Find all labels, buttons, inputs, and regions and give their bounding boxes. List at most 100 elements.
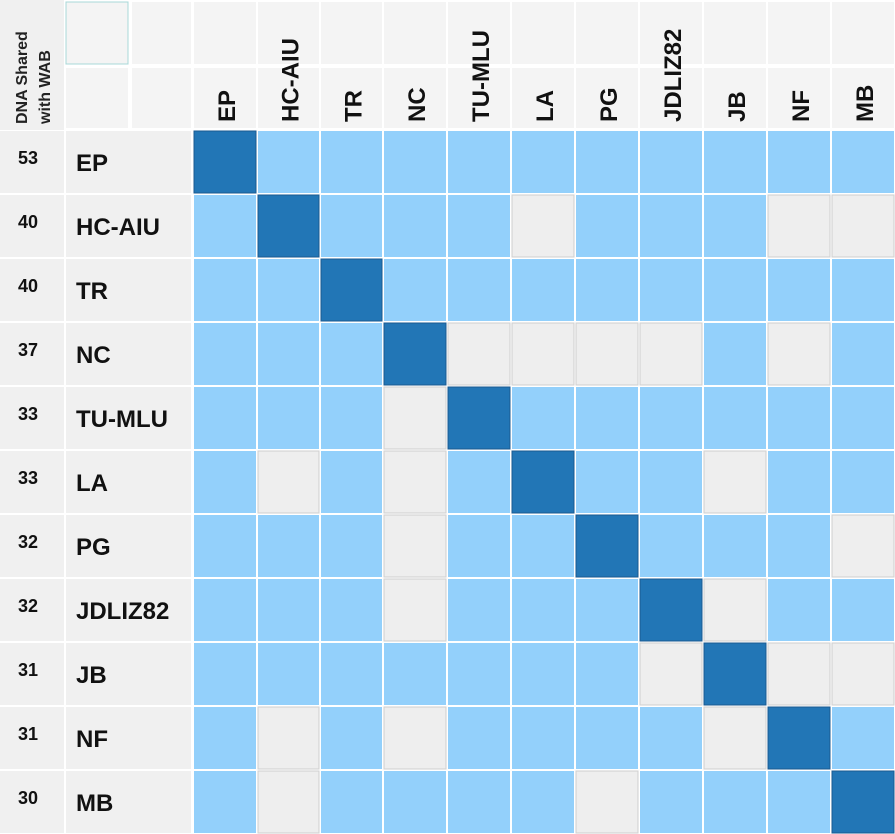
match-cell-nc-mb — [832, 323, 894, 385]
match-cell-jb-nc — [384, 643, 446, 705]
match-cell-tu-mlu-la — [512, 387, 574, 449]
match-cell-nf-pg — [576, 707, 638, 769]
match-cell-pg-tu-mlu — [448, 515, 510, 577]
shared-count-value: 31 — [18, 724, 38, 744]
column-header-cell — [194, 68, 256, 128]
column-label-nc: NC — [404, 87, 431, 122]
row-name-cell — [66, 771, 191, 833]
match-cell-pg-hc-aiu — [258, 515, 319, 577]
column-label-nf: NF — [788, 90, 815, 122]
match-cell-jdliz82-jb — [703, 578, 767, 642]
shared-count-value: 40 — [18, 276, 38, 296]
match-cell-la-ep — [194, 451, 256, 513]
header-blank-cell — [132, 68, 191, 128]
match-cell-jb-pg — [576, 643, 638, 705]
match-cell-jb-ep — [194, 643, 256, 705]
header-shared-cell — [0, 0, 64, 130]
match-cell-nf-la — [512, 707, 574, 769]
match-cell-tr-mb — [832, 259, 894, 321]
row-label-ep: EP — [76, 150, 108, 177]
match-cell-la-tr — [321, 451, 382, 513]
match-cell-mb-tr — [321, 771, 382, 833]
match-cell-jb-hc-aiu — [258, 643, 319, 705]
match-cell-hc-aiu-jdliz82 — [640, 195, 702, 257]
shared-count-cell — [0, 323, 64, 385]
match-cell-nf-tu-mlu — [448, 707, 510, 769]
match-cell-ep-tu-mlu — [448, 131, 510, 193]
row-name-cell — [66, 451, 191, 513]
shared-count-value: 33 — [18, 404, 38, 424]
column-header-top-cell — [576, 2, 638, 64]
column-header-cell — [321, 68, 382, 128]
shared-count-cell — [0, 579, 64, 641]
shared-count-value: 31 — [18, 660, 38, 680]
match-cell-mb-jb — [704, 771, 766, 833]
shared-count-value: 37 — [18, 340, 38, 360]
match-cell-hc-aiu-nc — [384, 195, 446, 257]
match-cell-pg-la — [512, 515, 574, 577]
dna-shared-label-line2: with WAB — [37, 50, 54, 125]
match-cell-jdliz82-ep — [194, 579, 256, 641]
match-cell-mb-nc — [384, 771, 446, 833]
match-cell-jb-tr — [321, 643, 382, 705]
match-cell-mb-ep — [194, 771, 256, 833]
match-cell-jb-mb — [831, 642, 895, 706]
match-cell-tu-mlu-jb — [704, 387, 766, 449]
row-name-cell — [66, 579, 191, 641]
column-header-top-cell — [321, 2, 382, 64]
column-header-cell — [448, 68, 510, 128]
match-cell-la-mb — [832, 451, 894, 513]
match-cell-pg-pg — [575, 514, 639, 578]
row-label-la: LA — [76, 470, 108, 497]
match-cell-jdliz82-pg — [576, 579, 638, 641]
match-cell-nc-la — [511, 322, 575, 386]
column-header-top-cell — [832, 2, 894, 64]
match-cell-ep-ep — [193, 130, 257, 194]
header-blank-cell — [65, 1, 129, 65]
match-cell-pg-jb — [704, 515, 766, 577]
match-cell-la-tu-mlu — [448, 451, 510, 513]
match-cell-nc-nc — [383, 322, 447, 386]
shared-count-value: 33 — [18, 468, 38, 488]
match-cell-nf-nf — [767, 706, 831, 770]
match-cell-ep-nc — [384, 131, 446, 193]
match-cell-nf-jb — [703, 706, 767, 770]
column-header-cell — [258, 68, 319, 128]
column-header-top-cell — [704, 2, 766, 64]
match-cell-hc-aiu-tu-mlu — [448, 195, 510, 257]
match-cell-tu-mlu-nf — [768, 387, 830, 449]
match-cell-ep-pg — [576, 131, 638, 193]
shared-count-cell — [0, 771, 64, 833]
column-header-cell — [640, 68, 702, 128]
shared-count-cell — [0, 387, 64, 449]
match-cell-tr-nc — [384, 259, 446, 321]
match-cell-hc-aiu-ep — [194, 195, 256, 257]
column-label-tr: TR — [341, 90, 368, 122]
row-name-cell — [66, 515, 191, 577]
match-cell-jdliz82-tr — [321, 579, 382, 641]
row-name-cell — [66, 707, 191, 769]
match-cell-ep-nf — [768, 131, 830, 193]
column-label-jdliz82: JDLIZ82 — [660, 29, 687, 122]
match-cell-nc-ep — [194, 323, 256, 385]
row-label-tu-mlu: TU-MLU — [76, 406, 168, 433]
shared-count-cell — [0, 515, 64, 577]
match-cell-nc-pg — [575, 322, 639, 386]
row-name-cell — [66, 195, 191, 257]
column-label-la: LA — [532, 90, 559, 122]
row-name-cell — [66, 643, 191, 705]
match-cell-nc-hc-aiu — [258, 323, 319, 385]
match-cell-tu-mlu-jdliz82 — [640, 387, 702, 449]
column-header-cell — [576, 68, 638, 128]
match-cell-nf-tr — [321, 707, 382, 769]
match-cell-pg-tr — [321, 515, 382, 577]
match-cell-tr-nf — [768, 259, 830, 321]
match-cell-pg-jdliz82 — [640, 515, 702, 577]
match-cell-jb-nf — [767, 642, 831, 706]
match-cell-ep-hc-aiu — [258, 131, 319, 193]
match-cell-ep-la — [512, 131, 574, 193]
column-header-cell — [704, 68, 766, 128]
match-cell-la-nf — [768, 451, 830, 513]
body-layer: 53 EP 40 HC-AIU 40 TR 37 NC 33 TU-MLU 33 LA 32 PG 32 JD… — [0, 130, 895, 834]
match-cell-nf-ep — [194, 707, 256, 769]
